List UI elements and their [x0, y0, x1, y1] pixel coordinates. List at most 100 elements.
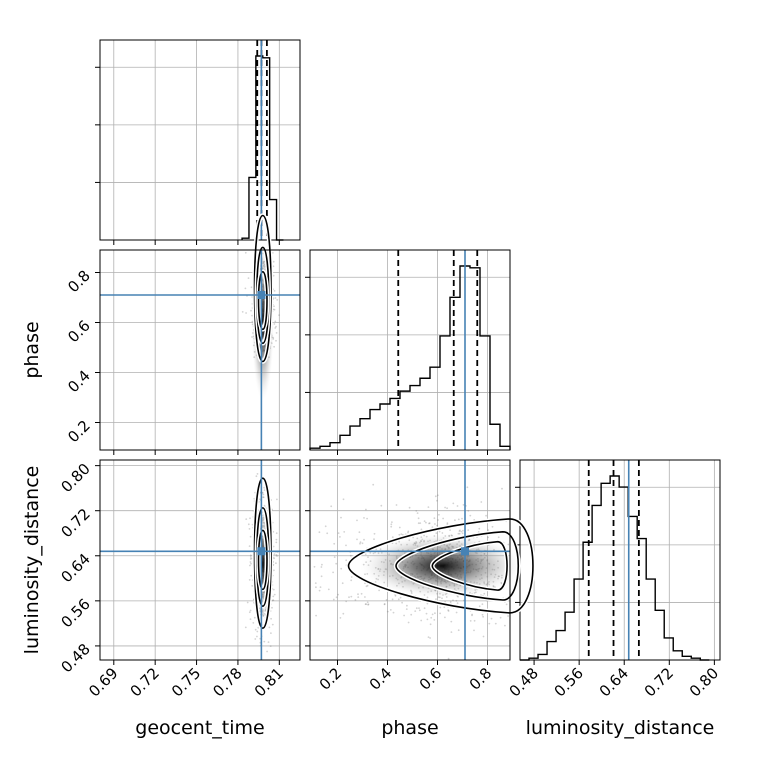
sample-point	[345, 544, 347, 547]
sample-point	[245, 518, 248, 520]
sample-point	[363, 517, 365, 519]
sample-point	[435, 532, 438, 534]
sample-point	[273, 553, 276, 555]
sample-point	[271, 606, 273, 609]
sample-point	[256, 635, 258, 638]
sample-point	[452, 599, 454, 602]
scatter-panel-phase-luminosity_distance: 0.2 0.4 0.6 0.8	[305, 459, 536, 694]
sample-point	[326, 532, 329, 535]
sample-point	[244, 251, 247, 254]
sample-point	[497, 536, 500, 539]
hist-panel-luminosity_distance: 0.48 0.56 0.64 0.72 0.80	[506, 459, 722, 700]
sample-point	[250, 574, 253, 577]
sample-point	[339, 617, 342, 619]
sample-point	[249, 618, 252, 621]
sample-point	[324, 525, 327, 528]
sample-point	[425, 612, 428, 615]
sample-point	[248, 545, 251, 547]
sample-point	[490, 617, 493, 620]
sample-point	[491, 525, 494, 528]
sample-point	[249, 561, 252, 563]
sample-point	[436, 524, 438, 527]
sample-point	[272, 260, 275, 263]
x-tick-label: 0.6	[416, 664, 446, 694]
x-tick-label: 0.48	[506, 664, 542, 700]
hist-panel-phase	[305, 249, 511, 455]
sample-point	[473, 619, 476, 622]
sample-point	[319, 586, 322, 588]
sample-point	[248, 528, 251, 530]
sample-point	[248, 611, 251, 614]
sample-point	[437, 519, 439, 521]
sample-point	[364, 603, 367, 605]
hist-geocent_time-frame	[99, 39, 301, 241]
sample-point	[278, 314, 280, 316]
sample-point	[405, 608, 408, 610]
sample-point	[350, 579, 353, 582]
sample-point	[380, 504, 383, 507]
sample-point	[466, 486, 469, 489]
scatter-panel-geocent_time-luminosity_distance: 0.69 0.72 0.75 0.78 0.810.480.560.640.720.80	[57, 459, 301, 700]
sample-point	[345, 559, 348, 562]
sample-point	[275, 532, 278, 535]
x-tick-label: 0.75	[168, 664, 204, 700]
sample-point	[271, 599, 274, 602]
sample-point	[494, 622, 497, 625]
sample-point	[263, 489, 266, 491]
sample-point	[457, 518, 460, 521]
sample-point	[462, 529, 464, 532]
sample-point	[363, 538, 365, 541]
sample-point	[271, 623, 274, 626]
sample-point	[398, 533, 401, 536]
sample-point	[458, 530, 461, 532]
sample-point	[276, 498, 278, 501]
sample-point	[249, 609, 252, 612]
x-axis-label: luminosity_distance	[526, 717, 715, 739]
contour-line	[347, 518, 534, 614]
sample-point	[250, 286, 253, 289]
sample-point	[350, 576, 353, 578]
sample-point	[419, 522, 422, 524]
sample-point	[429, 623, 432, 626]
sample-point	[457, 532, 460, 535]
sample-point	[249, 535, 252, 538]
sample-point	[244, 287, 247, 290]
y-tick-label: 0.6	[64, 317, 94, 347]
sample-point	[397, 598, 400, 601]
sample-point	[249, 517, 251, 520]
sample-point	[449, 600, 452, 603]
sample-point	[429, 637, 431, 639]
contour-line	[395, 531, 519, 601]
sample-point	[275, 562, 277, 565]
truth-marker	[257, 291, 266, 299]
sample-point	[434, 523, 436, 525]
sample-point	[434, 495, 437, 498]
y-axis-label: luminosity_distance	[21, 466, 43, 655]
sample-point	[246, 601, 249, 604]
sample-point	[313, 565, 316, 568]
sample-point	[350, 595, 353, 598]
density-shading	[360, 533, 524, 598]
sample-point	[315, 614, 317, 617]
sample-point	[504, 624, 506, 627]
sample-point	[254, 638, 257, 640]
histogram-geocent_time	[241, 55, 284, 241]
sample-point	[273, 593, 276, 596]
sample-point	[438, 530, 441, 533]
sample-point	[383, 603, 386, 606]
sample-point	[456, 602, 459, 605]
sample-point	[447, 610, 450, 612]
sample-point	[341, 582, 344, 585]
sample-point	[461, 517, 463, 520]
sample-point	[455, 611, 458, 614]
scatter-panel-geocent_time-phase: 0.2 0.4 0.6 0.8	[64, 213, 301, 455]
sample-point	[269, 645, 272, 647]
sample-point	[364, 596, 366, 598]
sample-point	[482, 615, 484, 618]
sample-point	[270, 632, 272, 634]
sample-point	[320, 566, 323, 568]
hist-panel-geocent_time	[95, 39, 301, 245]
sample-point	[449, 529, 451, 531]
sample-point	[259, 498, 261, 501]
